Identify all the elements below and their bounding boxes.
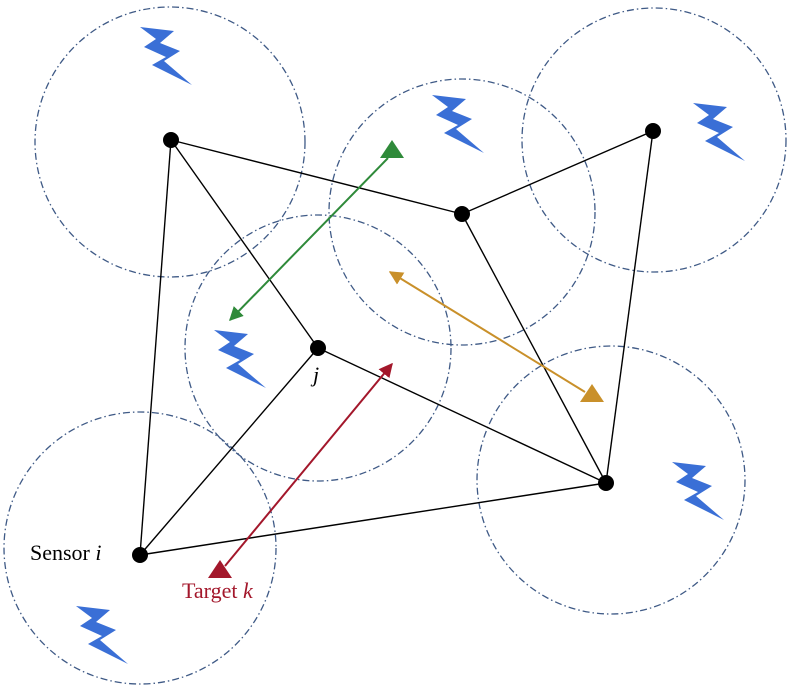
node-i <box>132 547 148 563</box>
gold-triangle-icon <box>580 384 604 402</box>
node-top-right <box>645 123 661 139</box>
red-target-arrow <box>224 362 393 567</box>
edge-c-tr <box>461 130 654 215</box>
lightning-bolt-icon <box>432 95 484 153</box>
edge-tr-br <box>605 130 654 484</box>
edge-j-i <box>139 347 319 556</box>
lightning-bolt-icon <box>672 462 724 520</box>
sensor-label-text: Sensor <box>30 540 96 565</box>
range-circle-top-left <box>34 6 306 278</box>
gold-target-arrow <box>388 271 586 393</box>
range-circles <box>3 6 787 685</box>
sensor-i-label: Sensor i <box>30 540 102 566</box>
edge-tl-j <box>170 139 319 349</box>
lightning-bolt-icon <box>214 330 266 388</box>
node-center <box>454 206 470 222</box>
green-triangle-icon <box>380 140 404 158</box>
range-circle-center-left <box>184 214 452 482</box>
node-bottom-right <box>598 475 614 491</box>
edge-j-br <box>317 347 607 484</box>
network-edges <box>139 130 654 556</box>
lightning-bolt-icon <box>693 103 745 161</box>
range-circle-bottom-right <box>476 345 746 615</box>
edge-i-br <box>139 482 607 556</box>
targets <box>208 140 604 578</box>
energy-icons <box>76 27 745 664</box>
range-circle-bottom-left <box>3 411 277 685</box>
node-j-label: j <box>313 362 320 387</box>
sensor-nodes <box>132 123 661 563</box>
node-j <box>310 340 326 356</box>
range-circle-top-right <box>521 7 787 273</box>
target-label-text: Target <box>182 578 243 603</box>
edge-tl-c <box>170 139 463 215</box>
target-k-label: Target k <box>182 578 253 604</box>
lightning-bolt-icon <box>140 27 192 85</box>
edge-c-br <box>461 213 607 484</box>
green-target-arrow <box>229 157 389 322</box>
target-label-var: k <box>242 578 253 603</box>
sensor-label-var: i <box>95 540 102 565</box>
red-triangle-icon <box>208 560 232 578</box>
target-arrows <box>224 157 586 567</box>
range-circle-center-top <box>328 78 596 346</box>
lightning-bolt-icon <box>76 606 128 664</box>
edge-tl-i <box>139 139 172 556</box>
node-top-left <box>163 132 179 148</box>
